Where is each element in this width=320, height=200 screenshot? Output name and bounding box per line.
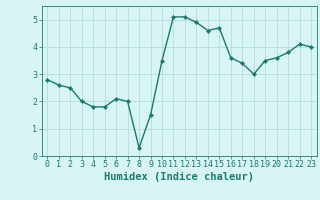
X-axis label: Humidex (Indice chaleur): Humidex (Indice chaleur): [104, 172, 254, 182]
